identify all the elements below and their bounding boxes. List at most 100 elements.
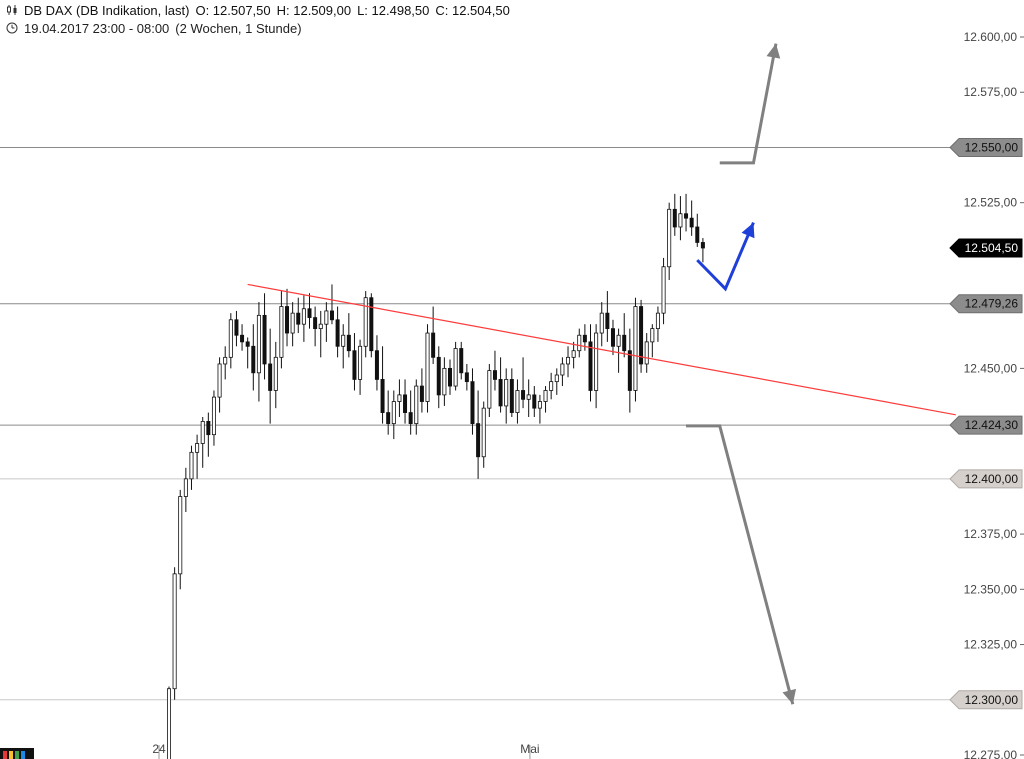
instrument-name: DB DAX (DB Indikation, last) <box>24 3 190 18</box>
candle-body <box>549 381 554 391</box>
candle-body <box>318 323 323 330</box>
candle <box>329 284 334 325</box>
candle <box>667 202 672 281</box>
forecast-arrow <box>686 424 795 705</box>
candle <box>661 257 666 325</box>
level-tag-label: 12.550,00 <box>965 140 1019 154</box>
candle <box>633 297 638 402</box>
candle <box>374 335 379 391</box>
candle-body <box>341 334 346 347</box>
candle-body <box>515 390 520 413</box>
candle <box>183 467 188 512</box>
candle <box>588 324 593 402</box>
x-tick-label: 24 <box>152 742 166 756</box>
candle <box>324 302 329 342</box>
candle-body <box>172 573 177 690</box>
candle <box>195 434 200 479</box>
candle <box>554 368 559 395</box>
candle-body <box>206 421 211 436</box>
candle <box>627 328 632 413</box>
candle <box>279 291 284 369</box>
candle-body <box>639 306 644 365</box>
candle <box>403 379 408 424</box>
candle-body <box>380 379 385 413</box>
candle <box>172 567 177 700</box>
candle-body <box>504 379 509 407</box>
chart-period: (2 Wochen, 1 Stunde) <box>175 21 302 36</box>
candle <box>655 306 660 342</box>
candle-body <box>605 312 610 330</box>
y-tick-label: 12.450,00 <box>964 361 1018 375</box>
candle-body <box>256 314 261 374</box>
candle <box>571 341 576 369</box>
candle-body <box>178 496 183 575</box>
candle-body <box>346 334 351 352</box>
candle-body <box>521 390 526 400</box>
date-range: 19.04.2017 23:00 - 08:00 <box>24 21 170 36</box>
open-value: O: 12.507,50 <box>195 3 271 18</box>
level-tag-label: 12.504,50 <box>965 241 1019 255</box>
candle <box>442 357 447 406</box>
candle <box>358 339 363 395</box>
candle-body <box>335 319 340 347</box>
candle-body <box>543 390 548 402</box>
candle <box>476 390 481 479</box>
candle-body <box>329 310 334 321</box>
candle <box>684 193 689 232</box>
level-tag-label: 12.479,26 <box>965 297 1019 311</box>
candle-body <box>290 312 295 334</box>
candle <box>695 213 700 247</box>
forecast-arrow <box>719 43 778 165</box>
candle-body <box>627 350 632 391</box>
y-tick-label: 12.325,00 <box>964 638 1018 652</box>
candle-body <box>566 356 571 365</box>
candle-body <box>296 312 301 325</box>
candle-body <box>588 341 593 391</box>
candle <box>650 324 655 358</box>
candle-body <box>447 367 452 387</box>
candle-body <box>487 370 492 409</box>
candle <box>313 306 318 347</box>
chart-header: DB DAX (DB Indikation, last) O: 12.507,50… <box>6 3 516 18</box>
candle-body <box>391 401 396 425</box>
candle-body <box>655 312 660 330</box>
candle-body <box>509 379 514 413</box>
candle-body <box>414 385 419 425</box>
candle-body <box>374 350 379 380</box>
candle <box>577 328 582 358</box>
arrow-head <box>782 688 797 705</box>
candle <box>521 357 526 409</box>
candle-body <box>442 367 447 396</box>
level-tag: 12.424,30 <box>949 415 1023 435</box>
candle-body <box>273 356 278 391</box>
candle <box>211 390 216 446</box>
candle-body <box>403 394 408 413</box>
candle <box>290 302 295 347</box>
candle <box>408 390 413 435</box>
candle-body <box>498 379 503 407</box>
candle <box>335 306 340 358</box>
candle <box>605 291 610 342</box>
candle <box>622 313 627 358</box>
candle <box>352 333 357 391</box>
y-tick-label: 12.275,00 <box>964 748 1018 759</box>
price-levels <box>0 146 1010 701</box>
candle-body <box>526 394 531 400</box>
candle <box>549 372 554 400</box>
candle <box>672 193 677 236</box>
level-tag-shape <box>949 238 1023 258</box>
y-tick-label: 12.525,00 <box>964 196 1018 210</box>
candle-body <box>363 297 368 347</box>
candle <box>453 341 458 391</box>
y-axis: 12.600,00 12.575,00 12.525,00 12.450,00 12.3… <box>949 30 1024 759</box>
candle-body <box>470 381 475 425</box>
candle-body <box>650 328 655 343</box>
candle-body <box>554 374 559 383</box>
candle-body <box>189 451 194 480</box>
level-tag: 12.504,50 <box>949 238 1023 258</box>
candle <box>296 297 301 334</box>
candle <box>318 310 323 358</box>
candle <box>689 200 694 236</box>
level-tag-label: 12.300,00 <box>965 693 1019 707</box>
candle <box>223 346 228 380</box>
